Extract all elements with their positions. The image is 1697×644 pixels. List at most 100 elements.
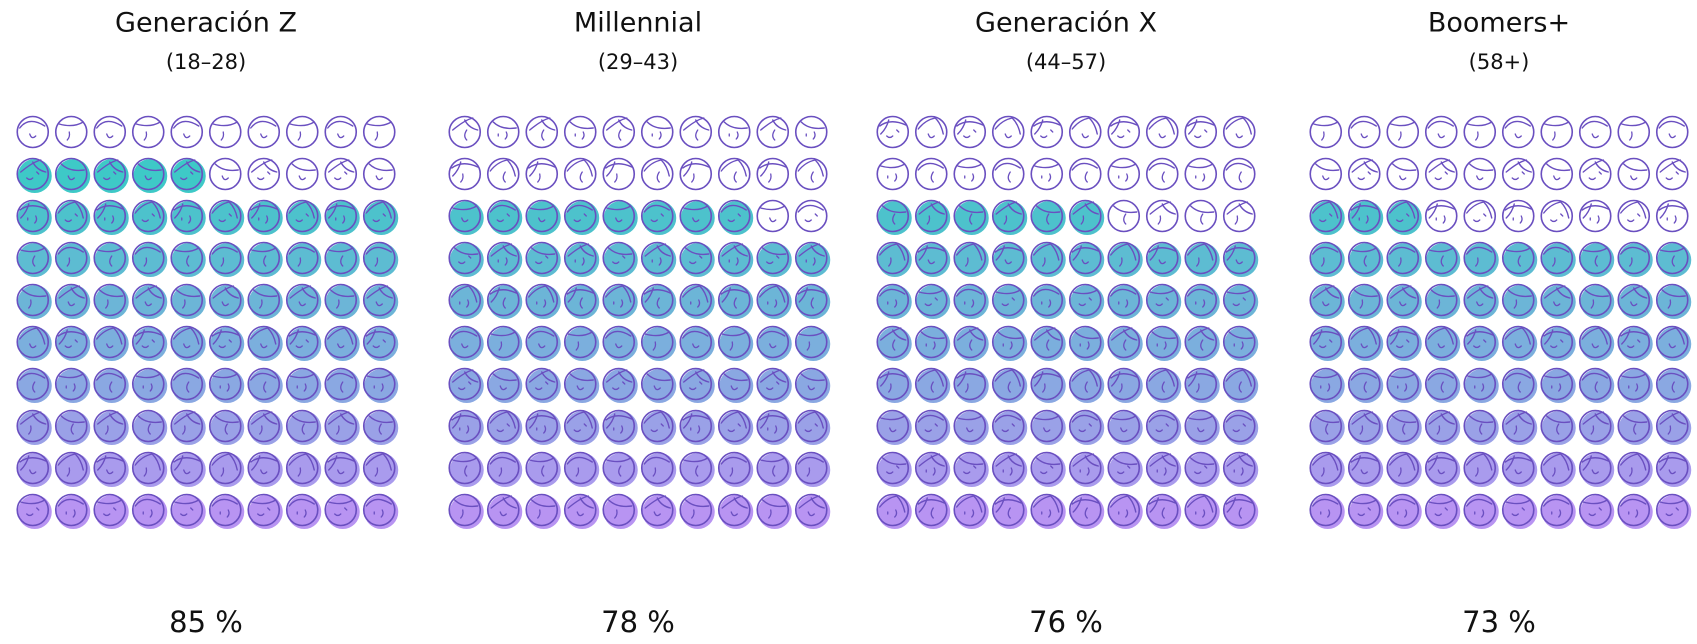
face-hair [683, 457, 709, 463]
face-outline [1145, 115, 1179, 149]
face-hair [1034, 415, 1060, 421]
face-outline [1309, 241, 1343, 275]
face-feature [1475, 467, 1479, 477]
face-outline [953, 199, 987, 233]
icon [679, 451, 715, 487]
filled-icon [1310, 453, 1345, 487]
icon [208, 325, 245, 361]
face-outline [679, 241, 713, 275]
face-outline [1578, 409, 1612, 443]
icon [448, 409, 484, 445]
face-outline [93, 199, 127, 233]
face-hair [682, 330, 709, 339]
face-feature [729, 341, 734, 351]
filled-icon [248, 495, 283, 529]
face-outline [486, 409, 520, 443]
icon [1068, 493, 1105, 529]
face-outline [131, 283, 165, 317]
icon [1107, 115, 1141, 149]
face-hair [452, 369, 479, 383]
face-outline [717, 241, 751, 275]
icon [602, 241, 638, 277]
filled-icon [210, 453, 245, 487]
face-hair [1187, 288, 1214, 297]
face-outline [756, 199, 790, 233]
icon [914, 115, 948, 149]
face-feature [930, 381, 934, 393]
face-feature [301, 423, 305, 435]
face-hair [994, 117, 1021, 135]
icon [247, 157, 281, 191]
icon [914, 157, 948, 191]
icon [324, 409, 360, 445]
face-outline [1617, 451, 1651, 485]
filled-icon [94, 495, 129, 529]
face-outline [1424, 367, 1458, 401]
face-feature [105, 299, 109, 309]
face-hair [134, 453, 161, 471]
filled-icon [1147, 369, 1182, 403]
filled-icon [364, 369, 399, 403]
icon [756, 409, 792, 445]
icon [324, 451, 360, 487]
face-outline [170, 409, 204, 443]
face-feature [1041, 509, 1052, 518]
face-feature [1078, 297, 1092, 307]
face-outline [448, 115, 482, 149]
face-feature [336, 425, 340, 435]
face-feature [1591, 133, 1599, 139]
face-hair [1620, 498, 1647, 507]
face-outline [362, 367, 396, 401]
filled-icon [1618, 453, 1653, 487]
face-feature [498, 341, 503, 351]
icon [1501, 493, 1538, 529]
face-outline [208, 199, 242, 233]
icon [679, 157, 713, 191]
filled-icon [1310, 369, 1345, 403]
face-feature [105, 425, 109, 435]
face-feature [259, 425, 263, 435]
face-outline [1347, 241, 1381, 275]
icon [563, 115, 597, 149]
face-hair [798, 495, 825, 509]
face-feature [66, 257, 71, 267]
face-hair [1581, 203, 1609, 219]
filled-icon [1426, 495, 1461, 529]
icon [247, 325, 283, 361]
face-feature [769, 343, 777, 349]
filled-icon [916, 285, 951, 319]
face-hair [646, 121, 671, 130]
face-feature [298, 301, 306, 307]
icon [362, 409, 399, 445]
face-feature [496, 213, 510, 223]
icon [991, 283, 1028, 319]
face-feature [930, 507, 934, 519]
icon [1386, 367, 1422, 403]
icon [1030, 115, 1064, 149]
face-feature [378, 423, 382, 435]
face-feature [1157, 215, 1162, 225]
face-hair [644, 331, 670, 337]
face-outline [93, 241, 127, 275]
face-feature [1666, 215, 1677, 224]
face-feature [298, 175, 306, 181]
face-outline [448, 325, 482, 359]
icon [1347, 493, 1384, 529]
icon [486, 115, 520, 149]
face-hair [917, 245, 945, 261]
face-feature [27, 215, 38, 224]
face-outline [1540, 115, 1574, 149]
face-feature [691, 509, 695, 519]
face-hair [1188, 163, 1214, 169]
filled-icon [287, 453, 322, 487]
face-outline [1424, 283, 1458, 317]
icon [876, 367, 912, 403]
face-outline [602, 409, 636, 443]
face-feature [613, 425, 624, 434]
face-outline [208, 451, 242, 485]
face-feature [1434, 171, 1448, 181]
face-feature [1040, 465, 1054, 475]
face-outline [1030, 451, 1064, 485]
face-feature [499, 385, 507, 391]
face-outline [324, 241, 358, 275]
